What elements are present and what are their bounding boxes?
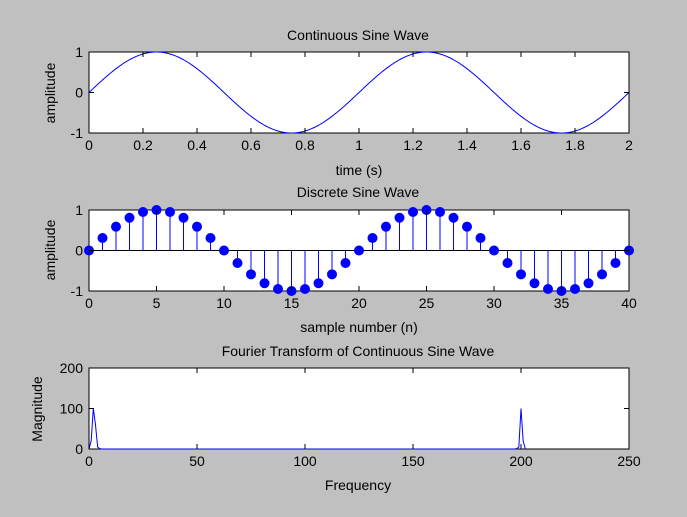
stem-marker [408, 206, 418, 217]
x-tick-label: 1.8 [565, 137, 585, 153]
stem-marker [300, 284, 310, 295]
x-tick-label: 1 [355, 137, 363, 153]
stem-marker [165, 206, 175, 217]
stem-marker [583, 278, 594, 289]
y-tick-label: 1 [75, 44, 83, 60]
stem-marker [111, 221, 121, 232]
x-tick-label: 0 [85, 295, 93, 311]
tick-group: 0 0.2 0.4 0.6 0.8 1 1.2 1.4 1.6 1.8 2-101 [71, 44, 634, 153]
y-axis-label: amplitude [42, 62, 58, 123]
y-axis-label: amplitude [42, 219, 58, 280]
stem-marker [435, 206, 445, 217]
series-group [88, 51, 630, 134]
y-tick-label: 100 [60, 401, 84, 417]
tick-group: 0 5 10 15 20 25 30 35 40-101 [71, 202, 637, 311]
x-axis-label: sample number (n) [300, 319, 418, 335]
stem-marker [489, 245, 499, 256]
stem-marker [516, 269, 526, 280]
y-axis-label: Magnitude [29, 376, 45, 442]
sine-line [88, 51, 630, 134]
x-tick-label: 5 [153, 295, 161, 311]
stem-marker [448, 212, 459, 223]
x-tick-label: 0.8 [295, 137, 315, 153]
stem-marker [313, 278, 324, 289]
x-tick-label: 15 [284, 295, 300, 311]
x-tick-label: 200 [509, 453, 533, 469]
chart-title: Discrete Sine Wave [297, 184, 420, 200]
x-axis-label: time (s) [336, 162, 383, 178]
discrete-sine-axes: Discrete Sine Wave 0 5 10 15 20 25 30 35 40-101 … [42, 184, 637, 335]
x-tick-label: 100 [293, 453, 317, 469]
continuous-sine-axes: Continuous Sine Wave 0 0.2 0.4 0.6 0.8 1 1.2 1.… [42, 27, 633, 178]
y-tick-label: 1 [75, 202, 83, 218]
x-tick-label: 1.4 [457, 137, 477, 153]
stem-marker [97, 232, 108, 243]
plot-area [88, 367, 630, 450]
x-tick-label: 50 [189, 453, 205, 469]
chart-title: Continuous Sine Wave [287, 27, 429, 43]
x-tick-label: 40 [621, 295, 637, 311]
stem-marker [543, 284, 553, 295]
x-axis-label: Frequency [325, 477, 391, 493]
x-tick-label: 1.6 [511, 137, 531, 153]
x-tick-label: 25 [419, 295, 435, 311]
x-tick-label: 2 [625, 137, 633, 153]
stem-marker [192, 221, 202, 232]
stem-marker [259, 278, 270, 289]
stem-marker [529, 278, 540, 289]
x-tick-label: 0 [85, 137, 93, 153]
stem-marker [138, 206, 148, 217]
stem-marker [394, 212, 405, 223]
stem-marker [462, 221, 472, 232]
x-tick-label: 20 [351, 295, 367, 311]
stem-marker [367, 232, 378, 243]
stem-marker [340, 258, 351, 269]
x-tick-label: 250 [617, 453, 641, 469]
stem-marker [475, 232, 486, 243]
stem-marker [273, 284, 283, 295]
stem-marker [232, 258, 243, 269]
x-tick-label: 30 [486, 295, 502, 311]
x-tick-label: 0 [85, 453, 93, 469]
fourier-transform-axes: Fourier Transform of Continuous Sine Wav… [29, 343, 641, 493]
stem-marker [246, 269, 256, 280]
x-tick-label: 0.6 [241, 137, 261, 153]
x-tick-label: 1.2 [403, 137, 423, 153]
y-tick-label: 0 [75, 441, 83, 457]
stem-marker [178, 212, 189, 223]
x-tick-label: 0.2 [133, 137, 153, 153]
y-tick-label: 0 [75, 85, 83, 101]
stem-marker [219, 245, 229, 256]
stem-marker [124, 212, 135, 223]
y-tick-label: 0 [75, 243, 83, 259]
stem-marker [327, 269, 337, 280]
stem-marker [597, 269, 607, 280]
x-tick-label: 0.4 [187, 137, 207, 153]
stem-marker [502, 258, 513, 269]
x-tick-label: 35 [554, 295, 570, 311]
stem-marker [381, 221, 391, 232]
tick-group: 0 50 100 150 200 250 0 100 200 [60, 360, 641, 469]
stem-marker [570, 284, 580, 295]
series-group [84, 205, 634, 296]
stem-marker [610, 258, 621, 269]
y-tick-label: -1 [71, 125, 84, 141]
stem-marker [354, 245, 364, 256]
chart-title: Fourier Transform of Continuous Sine Wav… [222, 343, 495, 359]
y-tick-label: -1 [71, 283, 84, 299]
stem-marker [205, 232, 216, 243]
x-tick-label: 10 [216, 295, 232, 311]
x-tick-label: 150 [401, 453, 425, 469]
y-tick-label: 200 [60, 360, 84, 376]
